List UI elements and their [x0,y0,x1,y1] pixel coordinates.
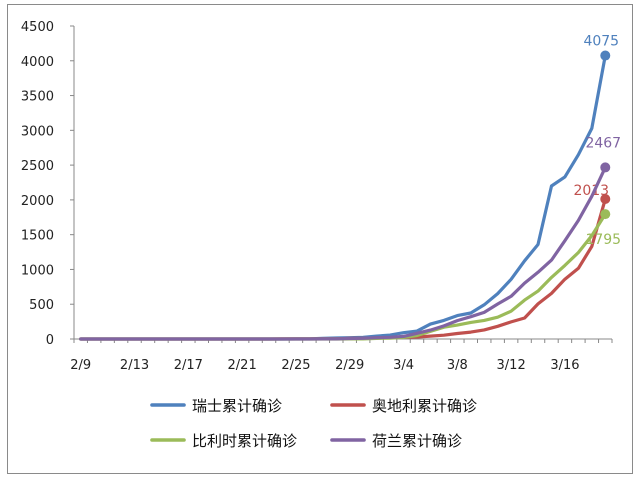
series-4: 2467 [79,135,621,341]
x-tick-label: 2/13 [120,358,149,373]
x-tick-label: 2/17 [174,358,203,373]
data-label: 2013 [573,183,609,199]
series-2: 2013 [79,183,611,341]
legend-item: 荷兰累计确诊 [330,432,462,450]
series-line [79,212,607,341]
x-tick-label: 2/9 [70,358,91,373]
x-tick-label: 3/16 [550,358,579,373]
series-end-marker [600,50,611,61]
y-tick-label: 2500 [21,159,54,174]
series-1: 4075 [79,34,619,341]
x-tick-label: 2/25 [281,358,310,373]
y-tick-label: 1000 [21,263,54,278]
series-line [79,197,607,341]
x-tick-label: 3/4 [393,358,414,373]
data-label: 4075 [583,34,619,50]
legend-item: 瑞士累计确诊 [150,397,282,415]
legend-label: 瑞士累计确诊 [192,397,282,415]
legend-label: 比利时累计确诊 [192,432,297,450]
data-label: 2467 [585,135,621,151]
legend-label: 荷兰累计确诊 [372,432,462,450]
legend-item: 比利时累计确诊 [150,432,297,450]
legend-item: 奥地利累计确诊 [330,397,477,415]
series-line [79,53,607,341]
series-layer: 4075 2013 1795 2467 [79,34,621,341]
x-tick-label: 2/21 [228,358,257,373]
y-tick-label: 4000 [21,55,54,70]
y-tick-label: 500 [29,298,54,313]
y-tick-label: 1500 [21,229,54,244]
legend-label: 奥地利累计确诊 [372,397,477,415]
y-tick-label: 2000 [21,194,54,209]
series-end-marker [600,193,611,204]
y-tick-label: 0 [46,333,54,348]
x-tick-label: 2/29 [335,358,364,373]
series-end-marker [600,162,611,173]
chart-frame [7,4,633,474]
data-label: 1795 [585,232,621,248]
x-tick-label: 3/8 [447,358,468,373]
y-tick-label: 3000 [21,124,54,139]
series-end-marker [600,209,611,220]
series-line [79,165,607,341]
axes: 0 500 1000 1500 2000 2500 3000 3500 4000 4500 2/9 2… [21,20,613,373]
x-tick-label: 3/12 [497,358,526,373]
y-tick-label: 4500 [21,20,54,35]
y-tick-label: 3500 [21,90,54,105]
